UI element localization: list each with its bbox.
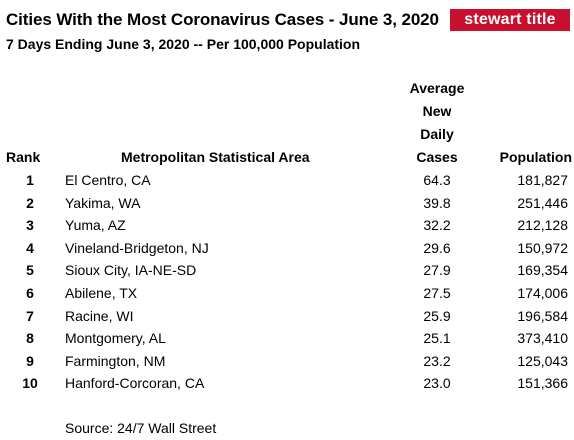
rank-cell: 2 (26, 194, 34, 211)
header-population: Population (499, 149, 572, 165)
population-cell: 251,446 (517, 194, 568, 211)
rank-cell: 1 (26, 172, 34, 188)
msa-cell: Racine, WI (65, 307, 134, 324)
table-row: 7 Racine, WI 25.9 196,584 (0, 306, 574, 329)
table-row: 3 Yuma, AZ 32.2 212,128 (0, 215, 574, 238)
population-cell: 174,006 (517, 284, 568, 301)
cases-cell: 25.9 (423, 307, 451, 324)
table-row: 5 Sioux City, IA-NE-SD 27.9 169,354 (0, 260, 574, 283)
cases-cell: 25.1 (423, 330, 451, 347)
header-cases: Average New Daily Cases (404, 77, 470, 169)
population-cell: 212,128 (517, 217, 568, 234)
source-note: Source: 24/7 Wall Street (65, 420, 217, 436)
rank-cell: 4 (26, 239, 34, 256)
population-cell: 125,043 (517, 352, 568, 369)
population-cell: 150,972 (517, 239, 568, 256)
msa-cell: Yuma, AZ (65, 217, 126, 234)
cases-cell: 27.9 (423, 262, 451, 279)
cases-cell: 23.2 (423, 352, 451, 369)
cases-cell: 64.3 (423, 172, 451, 188)
msa-cell: Hanford-Corcoran, CA (65, 375, 205, 392)
cases-cell: 32.2 (423, 217, 451, 234)
rank-cell: 10 (22, 375, 38, 392)
msa-cell: El Centro, CA (65, 172, 151, 188)
page-title: Cities With the Most Coronavirus Cases -… (6, 10, 439, 29)
population-cell: 196,584 (517, 307, 568, 324)
rank-cell: 7 (26, 307, 34, 324)
msa-cell: Vineland-Bridgeton, NJ (65, 239, 209, 256)
table-row: 1 El Centro, CA 64.3 181,827 (0, 170, 574, 193)
header-cases-line: Average (409, 80, 465, 96)
population-cell: 373,410 (517, 330, 568, 347)
table-row: 4 Vineland-Bridgeton, NJ 29.6 150,972 (0, 238, 574, 261)
table-row: 8 Montgomery, AL 25.1 373,410 (0, 328, 574, 351)
header-cases-line: Daily (420, 126, 454, 142)
stewart-title-logo: stewart title (450, 9, 570, 31)
rank-cell: 9 (26, 352, 34, 369)
msa-cell: Farmington, NM (65, 352, 166, 369)
cases-cell: 23.0 (423, 375, 451, 392)
msa-cell: Montgomery, AL (65, 330, 166, 347)
header-rank: Rank (6, 149, 41, 165)
table-row: 10 Hanford-Corcoran, CA 23.0 151,366 (0, 373, 574, 396)
table-row: 2 Yakima, WA 39.8 251,446 (0, 193, 574, 216)
msa-cell: Sioux City, IA-NE-SD (65, 262, 197, 279)
population-cell: 151,366 (517, 375, 568, 392)
table-body: 1 El Centro, CA 64.3 181,827 2 Yakima, W… (0, 170, 574, 396)
rank-cell: 8 (26, 330, 34, 347)
rank-cell: 6 (26, 284, 34, 301)
table-row: 6 Abilene, TX 27.5 174,006 (0, 283, 574, 306)
header-cases-line: New (422, 103, 452, 119)
subtitle: 7 Days Ending June 3, 2020 -- Per 100,00… (6, 36, 361, 52)
population-cell: 169,354 (517, 262, 568, 279)
cases-cell: 29.6 (423, 239, 451, 256)
population-cell: 181,827 (517, 172, 568, 188)
msa-cell: Abilene, TX (65, 284, 138, 301)
cases-cell: 39.8 (423, 194, 451, 211)
rank-cell: 5 (26, 262, 34, 279)
rank-cell: 3 (26, 217, 34, 234)
header-msa: Metropolitan Statistical Area (121, 149, 310, 165)
header-cases-line: Cases (416, 149, 458, 165)
cases-cell: 27.5 (423, 284, 451, 301)
table-row: 9 Farmington, NM 23.2 125,043 (0, 351, 574, 374)
msa-cell: Yakima, WA (65, 194, 141, 211)
